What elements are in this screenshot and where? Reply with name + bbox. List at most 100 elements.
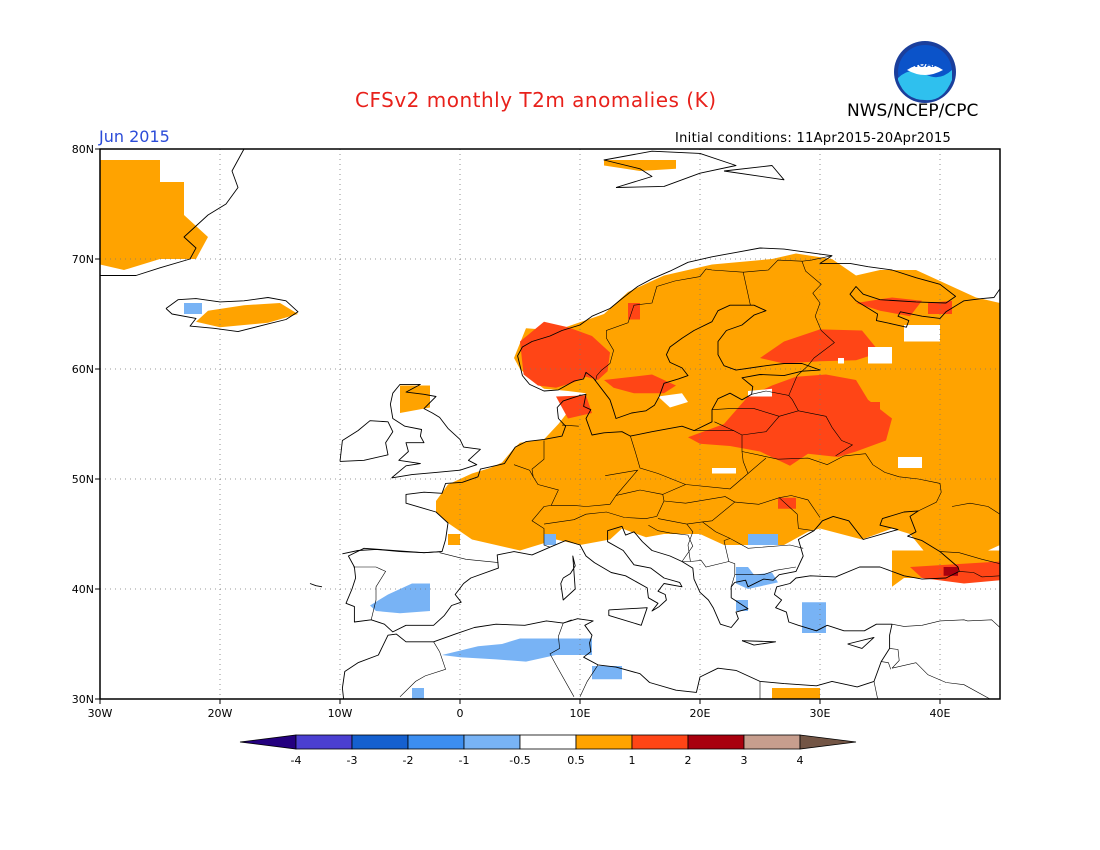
anomaly-region-1-2-4 <box>760 329 880 364</box>
border-31 <box>959 571 1000 578</box>
coastline-7 <box>608 607 648 626</box>
lon-tick-label: 30W <box>88 707 113 720</box>
border-9 <box>657 496 736 525</box>
border-16 <box>648 524 694 562</box>
border-15 <box>686 523 694 562</box>
colorbar: -4 -3 -2 -1 -0.5 0.5 1 2 3 4 <box>239 734 857 767</box>
border-30 <box>939 551 1000 564</box>
anomaly-region-1-2-6 <box>928 300 952 314</box>
anomaly-fills <box>100 160 1000 699</box>
colorbar-label: -3 <box>347 754 358 767</box>
colorbar-label: 4 <box>797 754 804 767</box>
neutral-patch-2 <box>868 347 892 364</box>
map-gridlines <box>100 149 1000 699</box>
coastline-8 <box>741 640 777 646</box>
anomaly-region-2-3-0 <box>943 567 958 576</box>
noaa-logo-icon: NOAA <box>894 41 956 103</box>
border-34 <box>891 662 991 699</box>
neutral-patch-6 <box>712 468 736 474</box>
anomaly-region--1--0.5-8 <box>184 303 202 314</box>
border-33 <box>889 648 900 669</box>
border-25 <box>798 410 854 457</box>
lon-tick-label: 40E <box>930 707 951 720</box>
colorbar-bin-8 <box>743 734 801 750</box>
border-20 <box>711 408 780 417</box>
border-13 <box>723 540 736 587</box>
anomaly-region-1-2-5 <box>856 297 922 317</box>
colorbar-label: -2 <box>403 754 414 767</box>
lat-tick-label: 60N <box>72 363 94 376</box>
border-14 <box>682 560 729 568</box>
border-29 <box>742 272 751 306</box>
anomaly-region--1--0.5-0 <box>370 583 430 614</box>
lat-tick-label: 50N <box>72 473 94 486</box>
border-23 <box>741 451 942 512</box>
colorbar-label: 0.5 <box>567 754 585 767</box>
lon-tick-label: 30E <box>810 707 831 720</box>
colorbar-bin-1 <box>351 734 409 750</box>
anomaly-region-1-2-10 <box>856 402 880 419</box>
colorbar-label: -1 <box>459 754 470 767</box>
anomaly-region-1-2-2 <box>556 395 592 419</box>
neutral-patch-5 <box>898 457 922 468</box>
border-39 <box>579 664 599 697</box>
colorbar-bin-5 <box>575 734 633 750</box>
border-12 <box>702 521 731 539</box>
coastline-1 <box>100 149 245 276</box>
colorbar-label: 2 <box>685 754 692 767</box>
noaa-logo: NOAA <box>893 40 957 104</box>
border-36 <box>873 681 878 699</box>
border-17 <box>734 566 797 576</box>
lon-tick-label: 10E <box>570 707 591 720</box>
anomaly-region--1--0.5-9 <box>412 688 424 699</box>
border-28 <box>595 268 707 382</box>
anomaly-region-0.5-1-5 <box>448 534 460 545</box>
noaa-logo-text: NOAA <box>911 60 940 70</box>
coastline-4 <box>339 420 394 462</box>
anomaly-region--1--0.5-2 <box>748 534 778 545</box>
colorbar-low-extend <box>239 734 297 750</box>
colorbar-bin-4 <box>519 734 577 750</box>
map-frame <box>99 148 1001 700</box>
border-6 <box>630 430 749 490</box>
border-40 <box>399 641 446 698</box>
lat-tick-label: 30N <box>72 693 94 706</box>
neutral-patch-3 <box>904 325 940 342</box>
anomaly-region-1-2-9 <box>628 303 640 320</box>
neutral-patch-4 <box>838 358 844 364</box>
coastline-3 <box>389 383 481 479</box>
border-5 <box>561 424 579 427</box>
border-10 <box>734 497 815 531</box>
colorbar-bin-0 <box>295 734 353 750</box>
anomaly-region--1--0.5-6 <box>592 666 622 680</box>
colorbar-label: 1 <box>629 754 636 767</box>
border-27 <box>705 259 803 273</box>
lat-tick-label: 70N <box>72 253 94 266</box>
border-8 <box>662 484 686 495</box>
anomaly-region-0.5-1-1 <box>196 303 298 328</box>
anomaly-region--1--0.5-7 <box>544 534 556 545</box>
lon-tick-label: 10W <box>328 707 353 720</box>
coastline-2 <box>342 247 1000 555</box>
lon-tick-label: 20E <box>690 707 711 720</box>
colorbar-bin-2 <box>407 734 465 750</box>
border-38 <box>549 619 575 697</box>
anomaly-region-0.5-1-0 <box>100 160 208 270</box>
coastline-10 <box>603 150 737 188</box>
coastlines <box>100 149 1000 699</box>
border-7 <box>605 469 639 496</box>
coastline-0 <box>165 297 299 333</box>
border-0 <box>439 552 499 563</box>
coastline-12 <box>309 583 323 588</box>
colorbar-label: 3 <box>741 754 748 767</box>
credit-label: NWS/NCEP/CPC <box>847 101 979 121</box>
coastline-9 <box>847 636 875 649</box>
map-axes: 30W 20W 10W 0 10E 20E 30E 40E 30N 40N 50N 60N 70N 80N <box>72 143 951 720</box>
border-4 <box>531 440 545 477</box>
anomaly-region-1-2-1 <box>604 374 676 394</box>
border-18 <box>779 495 821 518</box>
chart-title: CFSv2 monthly T2m anomalies (K) <box>355 88 717 112</box>
lon-tick-label: 0 <box>457 707 464 720</box>
